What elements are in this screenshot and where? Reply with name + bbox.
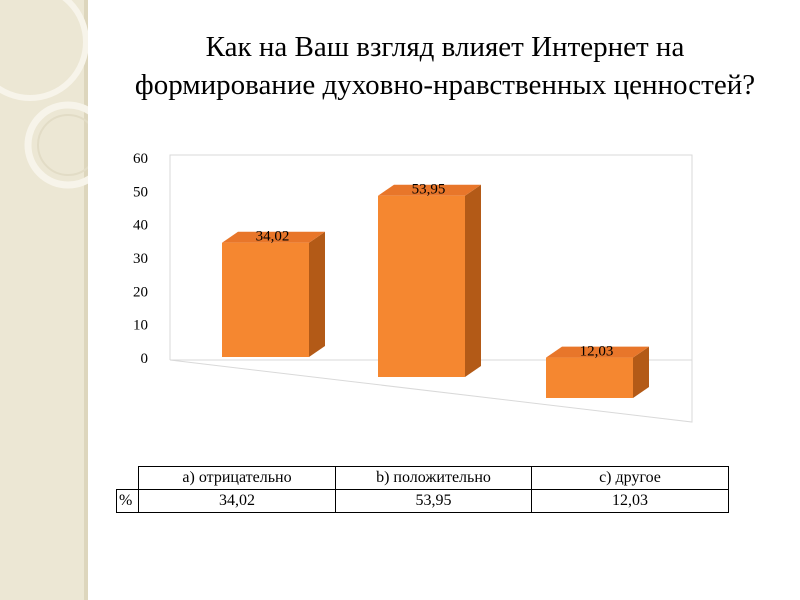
bar-side bbox=[633, 346, 649, 398]
data-table-header-row: a) отрицательно b) положительно c) друго… bbox=[116, 466, 729, 490]
data-label: 12,03 bbox=[580, 344, 614, 360]
data-table-header-b: b) положительно bbox=[335, 466, 532, 490]
bar-2: 12,03 bbox=[546, 344, 649, 398]
decorative-ring-small bbox=[37, 114, 88, 176]
data-label: 53,95 bbox=[412, 182, 446, 198]
data-table-corner bbox=[116, 466, 139, 490]
data-table-value-b: 53,95 bbox=[335, 489, 532, 513]
decorative-sidebar bbox=[0, 0, 88, 600]
data-table-value-c: 12,03 bbox=[531, 489, 729, 513]
bar-front bbox=[222, 242, 309, 357]
slide-title-line-1: Как на Ваш взгляд влияет Интернет на bbox=[205, 31, 685, 63]
y-tick-label: 50 bbox=[133, 184, 148, 200]
slide-title: Как на Ваш взгляд влияет Интернет на фор… bbox=[90, 28, 800, 104]
data-table-value-a: 34,02 bbox=[138, 489, 336, 513]
y-axis-ticks: 0 10 20 30 40 50 60 bbox=[133, 151, 148, 367]
slide-title-line-2: формирование духовно-нравственных ценнос… bbox=[134, 69, 756, 101]
y-tick-label: 0 bbox=[141, 351, 149, 367]
bar-0: 34,02 bbox=[222, 229, 325, 357]
y-tick-label: 30 bbox=[133, 251, 148, 267]
y-tick-label: 20 bbox=[133, 284, 148, 300]
y-tick-label: 60 bbox=[133, 151, 148, 167]
data-label: 34,02 bbox=[256, 229, 290, 245]
bar-side bbox=[309, 231, 325, 357]
decorative-ring-medium bbox=[24, 101, 88, 189]
data-table-header-a: a) отрицательно bbox=[138, 466, 336, 490]
bar-chart: 0 10 20 30 40 50 60 34,02 53,95 12,03 bbox=[133, 151, 693, 423]
chart-back-wall bbox=[169, 154, 693, 422]
decorative-ring-large bbox=[0, 0, 88, 101]
y-tick-label: 40 bbox=[133, 218, 148, 234]
bar-top bbox=[222, 231, 325, 243]
chart-bars: 34,02 53,95 12,03 bbox=[222, 182, 649, 398]
bar-top bbox=[378, 184, 481, 196]
bar-1: 53,95 bbox=[378, 182, 481, 377]
data-table-value-row: % 34,02 53,95 12,03 bbox=[116, 489, 729, 513]
data-table-row-label: % bbox=[116, 489, 139, 513]
bar-front bbox=[378, 195, 465, 377]
data-table: a) отрицательно b) положительно c) друго… bbox=[116, 466, 729, 513]
y-tick-label: 10 bbox=[133, 318, 148, 334]
bar-front bbox=[546, 357, 633, 398]
data-table-header-c: c) другое bbox=[531, 466, 729, 490]
bar-side bbox=[465, 184, 481, 377]
bar-top bbox=[546, 346, 649, 358]
